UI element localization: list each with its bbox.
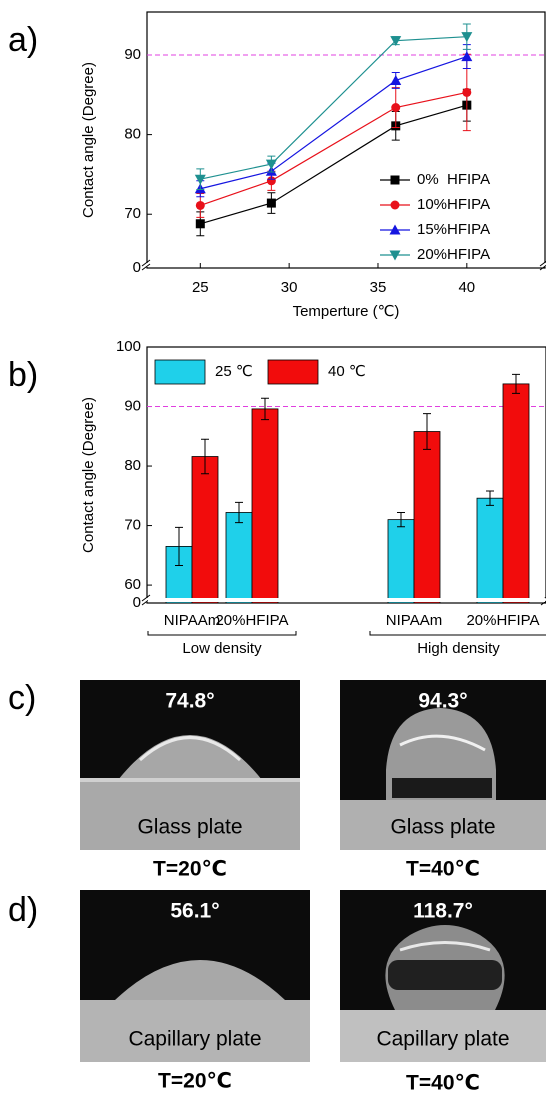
group-bracket — [148, 631, 296, 635]
group-label: High density — [417, 640, 500, 657]
temperature-label: T=40℃ — [406, 858, 480, 881]
marker — [462, 88, 471, 97]
legend-label: 20%HFIPA — [417, 246, 490, 263]
legend-label: 15%HFIPA — [417, 221, 490, 238]
panel-label: b) — [8, 356, 38, 394]
x-tick-label: 30 — [281, 279, 298, 296]
y-tick-label: 80 — [124, 126, 141, 143]
bar — [503, 384, 529, 603]
bar — [192, 457, 218, 603]
y-tick-label: 100 — [116, 338, 141, 355]
bar — [252, 409, 278, 603]
x-tick-label: 25 — [192, 279, 209, 296]
legend-label: 0% HFIPA — [417, 171, 490, 188]
group-bracket — [370, 631, 546, 635]
legend-label: 40 ℃ — [328, 363, 366, 380]
legend-swatch — [268, 360, 318, 384]
marker — [196, 219, 205, 228]
x-tick-label: NIPAAm — [164, 612, 220, 629]
marker — [391, 103, 400, 112]
bar — [226, 512, 252, 603]
axis-break-band — [148, 598, 545, 602]
y-axis-label: Contact angle (Degree) — [80, 397, 97, 553]
figure: c) d) 74.8° 94.3° Glass plate Glass plat… — [0, 0, 546, 1097]
y-tick-label: 90 — [124, 397, 141, 414]
substrate-label: Capillary plate — [376, 1028, 509, 1051]
y-tick-label: 70 — [124, 517, 141, 534]
marker — [461, 51, 472, 61]
x-tick-label: 40 — [458, 279, 475, 296]
marker — [390, 75, 401, 85]
x-tick-label: NIPAAm — [386, 612, 442, 629]
x-tick-label: 20%HFIPA — [215, 612, 288, 629]
marker — [391, 201, 400, 210]
series-line — [200, 57, 467, 189]
y-tick-label: 80 — [124, 457, 141, 474]
panel-label: a) — [8, 21, 38, 59]
x-tick-label: 35 — [370, 279, 387, 296]
y-tick-label: 0 — [133, 259, 141, 276]
legend-label: 25 ℃ — [215, 363, 253, 380]
group-label: Low density — [182, 640, 262, 657]
bar — [388, 520, 414, 603]
marker — [267, 199, 276, 208]
substrate-label: Glass plate — [137, 816, 242, 839]
temperature-label: T=20℃ — [158, 1070, 232, 1093]
contact-angle: 118.7° — [413, 900, 473, 923]
series-line — [200, 92, 467, 205]
marker — [195, 175, 206, 185]
series-line — [200, 37, 467, 180]
temperature-label: T=20℃ — [153, 858, 227, 881]
contact-angle: 74.8° — [165, 690, 214, 713]
y-tick-label: 70 — [124, 205, 141, 222]
y-tick-label: 90 — [124, 46, 141, 63]
bar — [414, 432, 440, 603]
marker — [391, 176, 400, 185]
y-axis-label: Contact angle (Degree) — [80, 62, 97, 218]
bar — [477, 498, 503, 603]
marker — [196, 201, 205, 210]
substrate-label: Glass plate — [390, 816, 495, 839]
legend-swatch — [155, 360, 205, 384]
x-tick-label: 20%HFIPA — [466, 612, 539, 629]
y-tick-label: 60 — [124, 576, 141, 593]
panel-label: c) — [8, 679, 36, 717]
substrate-label: Capillary plate — [128, 1028, 261, 1051]
y-tick-label: 0 — [133, 594, 141, 611]
contact-angle: 56.1° — [170, 900, 219, 923]
panel-label: d) — [8, 891, 38, 929]
legend-label: 10%HFIPA — [417, 196, 490, 213]
contact-angle: 94.3° — [418, 690, 467, 713]
x-axis-label: Temperture (℃) — [293, 303, 400, 320]
temperature-label: T=40℃ — [406, 1072, 480, 1095]
